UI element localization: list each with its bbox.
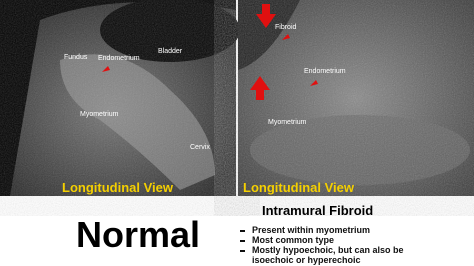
label: Myometrium [80,111,119,118]
label: Fibroid [275,24,297,31]
left-grain [0,0,236,196]
small-arrow-1 [282,34,290,40]
right-grain [238,0,474,196]
bullet-dash [240,240,245,242]
bullet-dash [240,230,245,232]
bullet-dash [240,250,245,252]
small-arrow-2 [310,80,318,86]
label: Cervix [190,144,210,151]
bullet: Most common type [252,235,335,245]
fibroid-title: Intramural Fibroid [262,203,374,218]
label: Bladder [158,48,183,55]
bullet: Present within myometrium [252,225,371,235]
bullet: Mostly hypoechoic, but can also be isoec… [252,245,404,265]
caption: Longitudinal View [243,180,354,195]
label: Fundus [64,54,88,61]
normal-title: Normal [76,214,201,255]
red-arrow-top [256,4,276,28]
label: Myometrium [268,119,307,126]
caption: Longitudinal View [62,180,173,195]
label: Endometrium [98,55,140,62]
left-arrow [102,66,110,72]
label: Endometrium [304,68,346,75]
red-arrow-left [250,76,270,100]
